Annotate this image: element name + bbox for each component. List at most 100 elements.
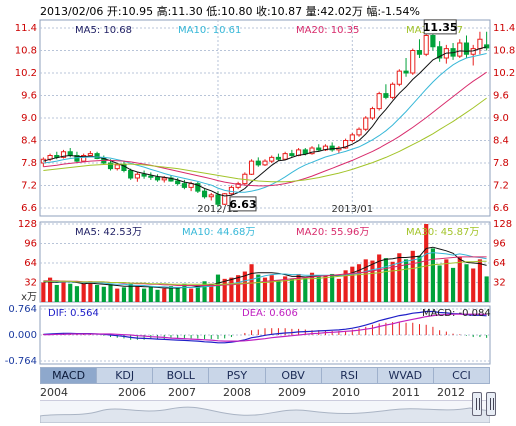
volume-bar [316, 276, 321, 302]
volume-bar [477, 259, 483, 302]
candle-body [302, 149, 308, 155]
timeline-year-label: 2010 [332, 386, 360, 399]
price-tick-left: 10.2 [15, 68, 37, 79]
candle-body [255, 160, 261, 166]
volume-bar [437, 265, 442, 302]
timeline-year-label: 2008 [223, 386, 251, 399]
volume-tick-left: 96 [24, 239, 37, 250]
price-tick-left: 11.4 [15, 23, 37, 34]
candle-body [128, 170, 134, 179]
volume-bar [256, 274, 261, 302]
candle-body [181, 183, 187, 188]
volume-tick-left: 64 [24, 258, 37, 269]
price-min-label-box [229, 196, 257, 212]
candle-body [87, 153, 93, 156]
price-tick-right: 7.2 [493, 181, 509, 192]
indicator-tabs: MACD KDJ BOLL PSY OBV RSI WVAD CCI [40, 367, 490, 384]
ohlc-summary: 2013/02/06 开:10.95 高:11.30 低:10.80 收:10.… [40, 5, 420, 18]
volume-tick-left: 32 [24, 278, 37, 289]
candle-body [215, 194, 221, 205]
volume-bar [162, 288, 167, 302]
volume-bar [88, 281, 93, 302]
candle-body [275, 156, 282, 160]
tab-obv[interactable]: OBV [266, 368, 322, 383]
price-ma-line [43, 46, 487, 197]
price-ma-line [43, 71, 487, 187]
candle-body [208, 194, 214, 198]
volume-tick-right: 128 [493, 219, 512, 230]
volume-bar [323, 275, 328, 302]
candle-body [349, 134, 355, 141]
volume-unit-label: x万 [21, 292, 37, 303]
timeline-years: 2004 2006 2007 2008 2009 2010 2011 2012 [40, 386, 490, 400]
volume-bar [148, 286, 153, 302]
timeline-year-label: 2009 [278, 386, 306, 399]
volume-bar [222, 278, 227, 302]
volume-bar [350, 266, 355, 302]
range-handle-left[interactable] [472, 392, 482, 416]
volume-bar [155, 289, 160, 302]
candle-body [282, 153, 288, 160]
price-legend-item: MA10: 10.61 [178, 25, 241, 36]
candle-body [463, 42, 470, 55]
volume-bar [121, 287, 127, 302]
header-bar: 2013/02/06 开:10.95 高:11.30 低:10.80 收:10.… [40, 3, 510, 18]
candle-body [161, 177, 167, 181]
price-legend-item: MA20: 10.35 [296, 25, 359, 36]
candle-body [235, 183, 241, 188]
volume-bar [81, 283, 86, 302]
candle-body [248, 160, 255, 175]
tab-psy[interactable]: PSY [209, 368, 266, 383]
volume-bar [242, 271, 247, 302]
volume-tick-right: 64 [493, 258, 506, 269]
price-tick-right: 6.6 [493, 203, 509, 214]
tab-rsi[interactable]: RSI [322, 368, 378, 383]
volume-bar [168, 286, 174, 302]
candle-body [484, 44, 490, 49]
candle-body [403, 70, 409, 74]
volume-bar [464, 264, 469, 302]
timeline-navigator[interactable] [39, 400, 491, 424]
price-tick-right: 10.2 [493, 68, 515, 79]
candle-body [262, 160, 268, 166]
volume-bar [95, 284, 100, 302]
volume-bar [101, 286, 106, 302]
timeline-year-label: 2007 [168, 386, 196, 399]
volume-bar [189, 288, 194, 302]
tab-kdj[interactable]: KDJ [97, 368, 154, 383]
tab-boll[interactable]: BOLL [153, 368, 210, 383]
volume-bar [182, 283, 187, 302]
volume-bar [128, 283, 133, 302]
volume-bar [142, 288, 147, 302]
candle-body [154, 176, 161, 181]
volume-legend-item: MA5: 42.53万 [75, 227, 142, 238]
stock-chart[interactable]: 11.4 11.4 10.8 10.8 10.2 10.2 9.6 9.6 9.0 9.0 8.4 8… [0, 0, 516, 366]
candle-body [383, 93, 389, 98]
tab-macd[interactable]: MACD [41, 368, 98, 383]
price-ma-line [43, 53, 487, 193]
price-legend-item: MA5: 10.68 [75, 25, 132, 36]
price-date-label: 2013/01 [332, 204, 374, 215]
volume-ma-line [43, 260, 487, 285]
volume-bar [54, 284, 59, 302]
price-max-label: 11.35 [423, 21, 458, 34]
tab-wvad[interactable]: WVAD [378, 368, 434, 383]
volume-bar [471, 268, 476, 302]
candle-body [289, 153, 295, 156]
volume-bar [236, 275, 241, 302]
candle-body [356, 128, 362, 136]
volume-bar [262, 277, 268, 302]
volume-bar [343, 270, 348, 302]
volume-bar [195, 284, 200, 302]
candle-body [437, 46, 443, 59]
tab-cci[interactable]: CCI [452, 369, 471, 382]
candle-body [416, 50, 423, 55]
macd-tick-left: 0.000 [8, 330, 37, 341]
candle-body [40, 158, 46, 164]
volume-bar [269, 275, 274, 302]
range-handle-right[interactable] [486, 392, 496, 416]
volume-bar [47, 277, 53, 302]
candle-body [195, 183, 201, 192]
timeline-year-label: 2011 [392, 386, 420, 399]
volume-bar [135, 286, 140, 302]
